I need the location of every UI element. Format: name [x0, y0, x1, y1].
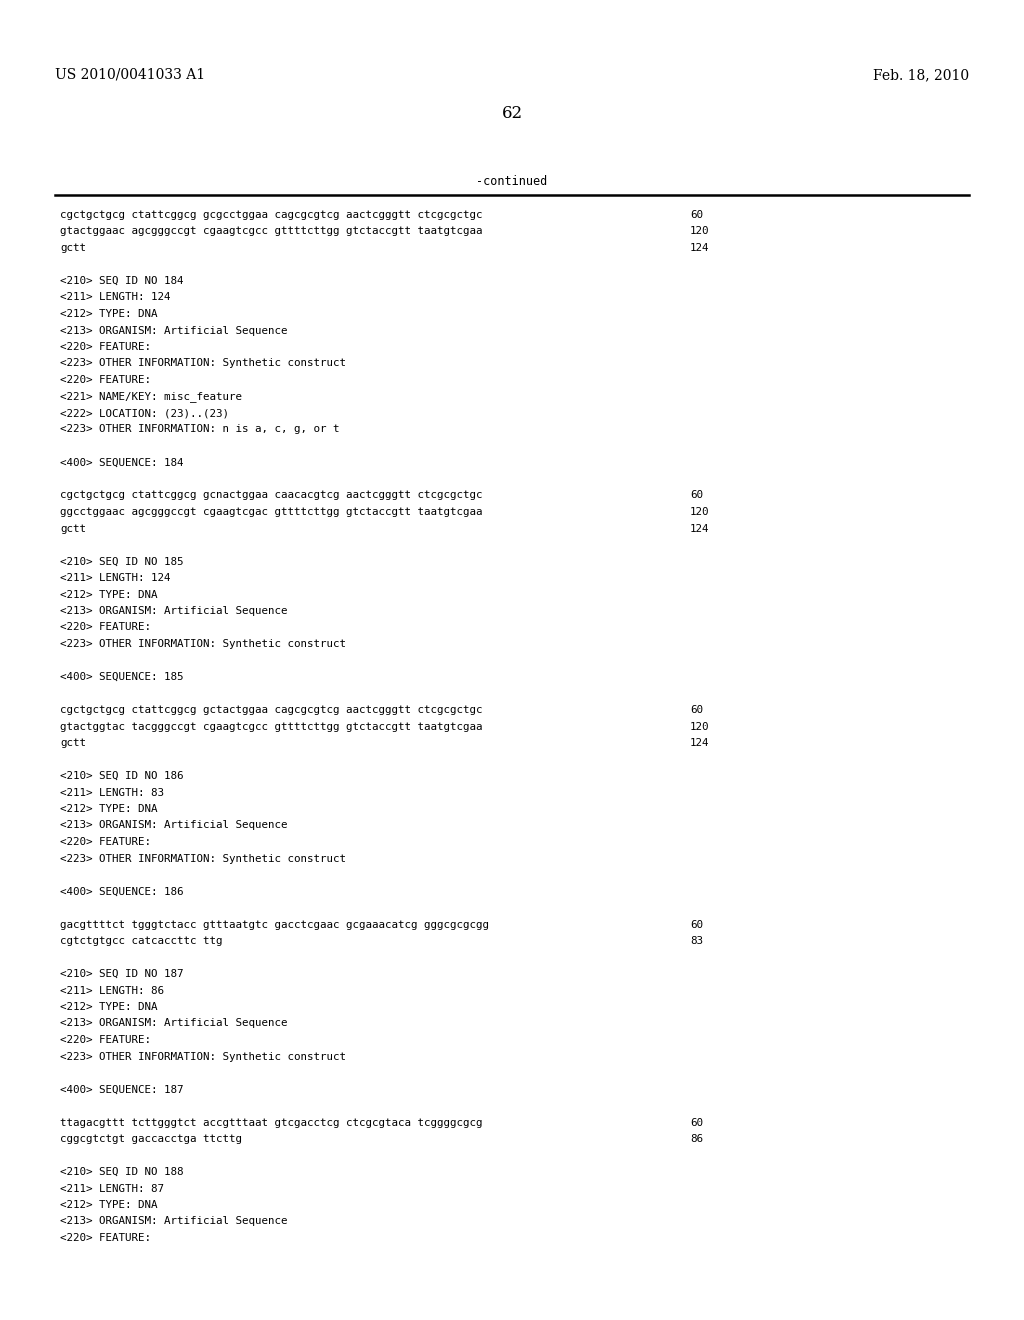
Text: cgtctgtgcc catcaccttc ttg: cgtctgtgcc catcaccttc ttg [60, 936, 222, 946]
Text: <210> SEQ ID NO 185: <210> SEQ ID NO 185 [60, 557, 183, 566]
Text: <223> OTHER INFORMATION: Synthetic construct: <223> OTHER INFORMATION: Synthetic const… [60, 359, 346, 368]
Text: gacgttttct tgggtctacc gtttaatgtc gacctcgaac gcgaaacatcg gggcgcgcgg: gacgttttct tgggtctacc gtttaatgtc gacctcg… [60, 920, 489, 929]
Text: cggcgtctgt gaccacctga ttcttg: cggcgtctgt gaccacctga ttcttg [60, 1134, 242, 1144]
Text: <211> LENGTH: 86: <211> LENGTH: 86 [60, 986, 164, 995]
Text: <212> TYPE: DNA: <212> TYPE: DNA [60, 1200, 158, 1210]
Text: ttagacgttt tcttgggtct accgtttaat gtcgacctcg ctcgcgtaca tcggggcgcg: ttagacgttt tcttgggtct accgtttaat gtcgacc… [60, 1118, 482, 1127]
Text: <220> FEATURE:: <220> FEATURE: [60, 1233, 151, 1243]
Text: <210> SEQ ID NO 184: <210> SEQ ID NO 184 [60, 276, 183, 286]
Text: -continued: -continued [476, 176, 548, 187]
Text: <212> TYPE: DNA: <212> TYPE: DNA [60, 309, 158, 319]
Text: 62: 62 [502, 106, 522, 121]
Text: Feb. 18, 2010: Feb. 18, 2010 [872, 69, 969, 82]
Text: gctt: gctt [60, 524, 86, 533]
Text: 83: 83 [690, 936, 703, 946]
Text: <220> FEATURE:: <220> FEATURE: [60, 837, 151, 847]
Text: <210> SEQ ID NO 187: <210> SEQ ID NO 187 [60, 969, 183, 979]
Text: cgctgctgcg ctattcggcg gcnactggaa caacacgtcg aactcgggtt ctcgcgctgc: cgctgctgcg ctattcggcg gcnactggaa caacacg… [60, 491, 482, 500]
Text: <213> ORGANISM: Artificial Sequence: <213> ORGANISM: Artificial Sequence [60, 1217, 288, 1226]
Text: gctt: gctt [60, 738, 86, 748]
Text: <220> FEATURE:: <220> FEATURE: [60, 1035, 151, 1045]
Text: US 2010/0041033 A1: US 2010/0041033 A1 [55, 69, 205, 82]
Text: cgctgctgcg ctattcggcg gcgcctggaa cagcgcgtcg aactcgggtt ctcgcgctgc: cgctgctgcg ctattcggcg gcgcctggaa cagcgcg… [60, 210, 482, 220]
Text: gtactggaac agcgggccgt cgaagtcgcc gttttcttgg gtctaccgtt taatgtcgaa: gtactggaac agcgggccgt cgaagtcgcc gttttct… [60, 227, 482, 236]
Text: 86: 86 [690, 1134, 703, 1144]
Text: 120: 120 [690, 722, 710, 731]
Text: 60: 60 [690, 210, 703, 220]
Text: 120: 120 [690, 507, 710, 517]
Text: 124: 124 [690, 524, 710, 533]
Text: gtactggtac tacgggccgt cgaagtcgcc gttttcttgg gtctaccgtt taatgtcgaa: gtactggtac tacgggccgt cgaagtcgcc gttttct… [60, 722, 482, 731]
Text: 124: 124 [690, 243, 710, 253]
Text: <221> NAME/KEY: misc_feature: <221> NAME/KEY: misc_feature [60, 392, 242, 403]
Text: <223> OTHER INFORMATION: Synthetic construct: <223> OTHER INFORMATION: Synthetic const… [60, 854, 346, 863]
Text: <213> ORGANISM: Artificial Sequence: <213> ORGANISM: Artificial Sequence [60, 821, 288, 830]
Text: <212> TYPE: DNA: <212> TYPE: DNA [60, 590, 158, 599]
Text: 120: 120 [690, 227, 710, 236]
Text: <222> LOCATION: (23)..(23): <222> LOCATION: (23)..(23) [60, 408, 229, 418]
Text: 60: 60 [690, 705, 703, 715]
Text: <212> TYPE: DNA: <212> TYPE: DNA [60, 1002, 158, 1012]
Text: ggcctggaac agcgggccgt cgaagtcgac gttttcttgg gtctaccgtt taatgtcgaa: ggcctggaac agcgggccgt cgaagtcgac gttttct… [60, 507, 482, 517]
Text: gctt: gctt [60, 243, 86, 253]
Text: <213> ORGANISM: Artificial Sequence: <213> ORGANISM: Artificial Sequence [60, 1019, 288, 1028]
Text: 124: 124 [690, 738, 710, 748]
Text: 60: 60 [690, 1118, 703, 1127]
Text: <400> SEQUENCE: 185: <400> SEQUENCE: 185 [60, 672, 183, 682]
Text: <223> OTHER INFORMATION: Synthetic construct: <223> OTHER INFORMATION: Synthetic const… [60, 1052, 346, 1061]
Text: <220> FEATURE:: <220> FEATURE: [60, 623, 151, 632]
Text: <400> SEQUENCE: 186: <400> SEQUENCE: 186 [60, 887, 183, 896]
Text: <211> LENGTH: 124: <211> LENGTH: 124 [60, 573, 171, 583]
Text: <212> TYPE: DNA: <212> TYPE: DNA [60, 804, 158, 814]
Text: cgctgctgcg ctattcggcg gctactggaa cagcgcgtcg aactcgggtt ctcgcgctgc: cgctgctgcg ctattcggcg gctactggaa cagcgcg… [60, 705, 482, 715]
Text: <223> OTHER INFORMATION: Synthetic construct: <223> OTHER INFORMATION: Synthetic const… [60, 639, 346, 649]
Text: <211> LENGTH: 83: <211> LENGTH: 83 [60, 788, 164, 797]
Text: <211> LENGTH: 87: <211> LENGTH: 87 [60, 1184, 164, 1193]
Text: 60: 60 [690, 491, 703, 500]
Text: <223> OTHER INFORMATION: n is a, c, g, or t: <223> OTHER INFORMATION: n is a, c, g, o… [60, 425, 340, 434]
Text: <220> FEATURE:: <220> FEATURE: [60, 342, 151, 352]
Text: <213> ORGANISM: Artificial Sequence: <213> ORGANISM: Artificial Sequence [60, 606, 288, 616]
Text: <213> ORGANISM: Artificial Sequence: <213> ORGANISM: Artificial Sequence [60, 326, 288, 335]
Text: <210> SEQ ID NO 186: <210> SEQ ID NO 186 [60, 771, 183, 781]
Text: <211> LENGTH: 124: <211> LENGTH: 124 [60, 293, 171, 302]
Text: <220> FEATURE:: <220> FEATURE: [60, 375, 151, 385]
Text: 60: 60 [690, 920, 703, 929]
Text: <400> SEQUENCE: 187: <400> SEQUENCE: 187 [60, 1085, 183, 1094]
Text: <400> SEQUENCE: 184: <400> SEQUENCE: 184 [60, 458, 183, 467]
Text: <210> SEQ ID NO 188: <210> SEQ ID NO 188 [60, 1167, 183, 1177]
